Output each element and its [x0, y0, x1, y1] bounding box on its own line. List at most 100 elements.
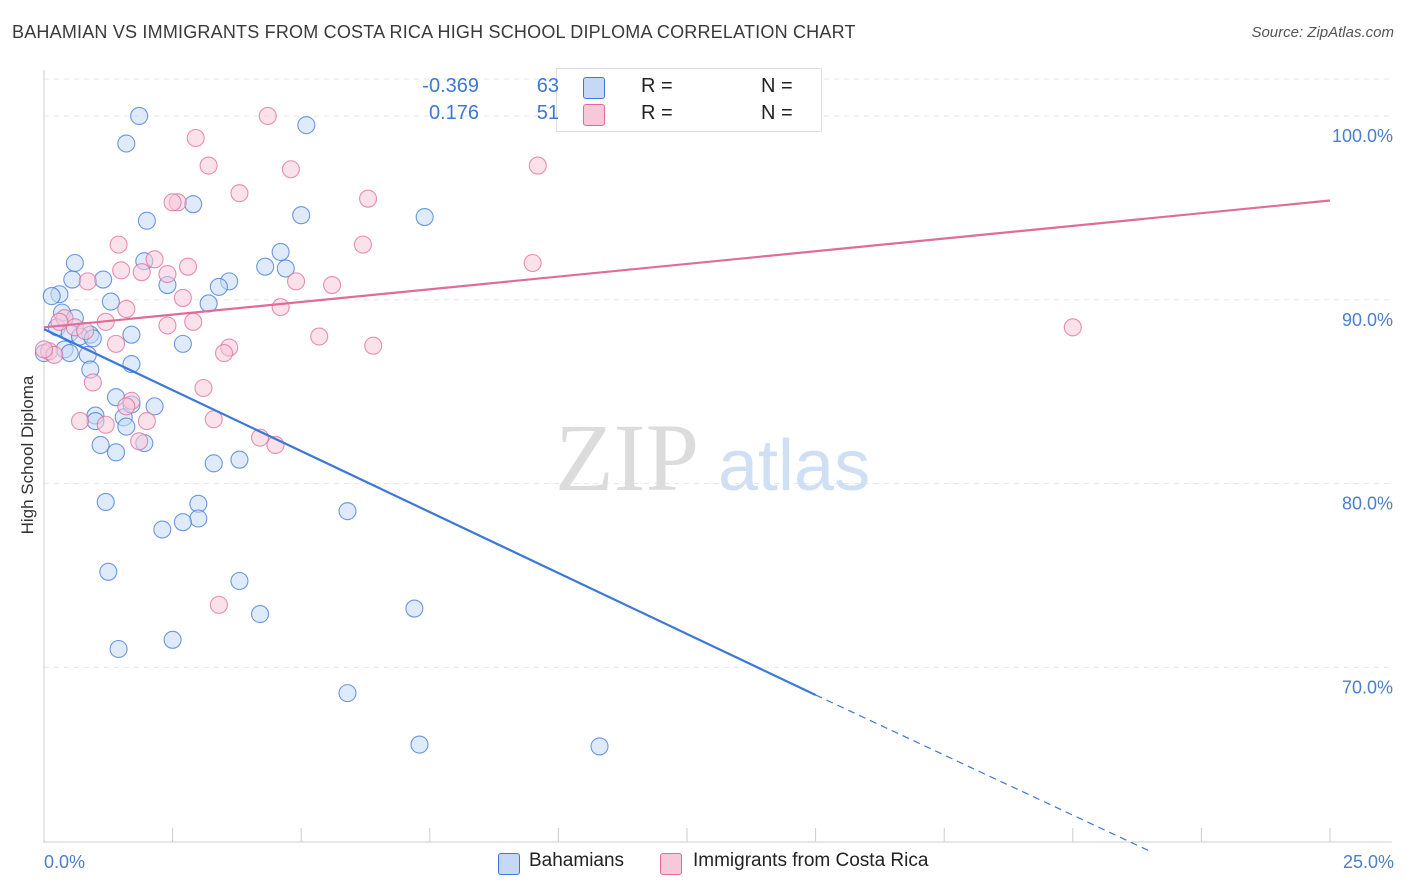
legend-n-label: N =: [761, 102, 793, 124]
data-point: [359, 189, 378, 208]
chart-title: BAHAMIAN VS IMMIGRANTS FROM COSTA RICA H…: [12, 22, 856, 42]
y-tick-label: 100.0%: [1332, 126, 1393, 146]
trendline-bahamians-extrapolation: [815, 694, 1151, 852]
data-point: [258, 106, 277, 126]
bottom-legend-swatch-pink: [660, 853, 682, 875]
watermark: ZIP atlas: [555, 404, 870, 511]
data-point: [1063, 318, 1082, 337]
bottom-legend-label: Immigrants from Costa Rica: [693, 850, 929, 871]
data-point: [117, 397, 136, 416]
data-point: [99, 562, 118, 581]
bottom-legend: Bahamians Immigrants from Costa Rica: [0, 850, 1406, 878]
data-point: [70, 412, 90, 431]
series-costa-rica: [34, 106, 1082, 614]
data-point: [76, 321, 95, 341]
legend-r-value: 0.176: [428, 102, 479, 124]
data-point: [63, 270, 82, 289]
data-point: [173, 513, 192, 532]
data-point: [250, 605, 270, 624]
data-point: [78, 272, 97, 291]
data-point: [117, 417, 136, 436]
data-point: [271, 298, 290, 317]
data-point: [230, 571, 249, 591]
data-point: [122, 325, 141, 344]
trendline-bahamians: [43, 328, 817, 696]
data-point: [178, 257, 198, 276]
data-point: [158, 264, 177, 284]
data-point: [415, 207, 434, 227]
bottom-legend-label: Bahamians: [529, 850, 625, 871]
data-point: [189, 509, 208, 528]
data-point: [310, 327, 329, 346]
data-point: [209, 595, 228, 614]
data-point: [153, 520, 172, 539]
data-point: [132, 263, 151, 282]
data-point: [96, 415, 115, 434]
data-point: [145, 250, 164, 269]
data-point: [91, 435, 110, 455]
source-label: Source: ZipAtlas.com: [1251, 24, 1394, 41]
data-point: [137, 211, 156, 230]
trendline-costa-rica: [43, 199, 1331, 329]
data-point: [204, 454, 223, 473]
data-point: [117, 134, 136, 153]
y-tick-label: 70.0%: [1342, 677, 1393, 697]
trendlines: [43, 199, 1331, 852]
data-point: [199, 156, 218, 175]
data-point: [199, 294, 218, 313]
data-point: [323, 276, 342, 295]
data-point: [117, 299, 136, 319]
data-point: [109, 235, 128, 254]
legend-swatch-blue: [583, 77, 605, 99]
data-point: [34, 340, 54, 359]
data-point: [137, 412, 156, 431]
data-point: [230, 450, 249, 469]
data-point: [410, 735, 429, 754]
data-point: [528, 156, 547, 175]
bottom-legend-bahamians: Bahamians: [498, 850, 625, 875]
data-point: [353, 235, 372, 254]
data-point: [65, 253, 84, 273]
data-point: [194, 378, 213, 398]
data-point: [60, 344, 79, 363]
data-point: [405, 599, 424, 618]
x-tick-label-max: 25.0%: [1342, 852, 1394, 872]
data-point: [364, 336, 383, 355]
data-point: [145, 397, 164, 416]
watermark-atlas: atlas: [718, 426, 870, 506]
data-point: [523, 253, 542, 273]
legend-n-label: N =: [761, 75, 793, 97]
data-point: [214, 344, 234, 363]
data-point: [106, 443, 126, 462]
data-point: [83, 373, 102, 392]
data-point: [173, 334, 192, 353]
data-point: [184, 312, 203, 331]
watermark-zip: ZIP: [555, 404, 699, 511]
data-point: [338, 684, 357, 703]
bottom-legend-costa-rica: Immigrants from Costa Rica: [660, 850, 929, 875]
data-point: [297, 116, 316, 135]
data-point: [338, 502, 357, 521]
data-point: [173, 288, 192, 307]
data-point: [292, 206, 311, 225]
data-point: [130, 432, 149, 451]
legend-r-label: R =: [641, 102, 673, 124]
data-point: [101, 292, 120, 311]
legend-swatch-pink: [583, 104, 605, 126]
series-points: [34, 106, 1082, 756]
data-point: [109, 639, 128, 659]
data-point: [281, 160, 300, 179]
legend-n-value: 63: [536, 75, 559, 97]
axes: [43, 70, 1392, 843]
legend: R = -0.369 N = 63 R = 0.176 N = 51: [422, 68, 822, 132]
legend-r-label: R =: [641, 75, 673, 97]
data-point: [42, 287, 61, 306]
y-tick-label: 80.0%: [1342, 494, 1393, 514]
data-point: [94, 270, 113, 289]
data-point: [256, 257, 275, 276]
legend-n-value: 51: [536, 102, 559, 124]
data-point: [158, 316, 177, 335]
x-tick-label-min: 0.0%: [44, 852, 86, 872]
data-point: [209, 277, 228, 296]
